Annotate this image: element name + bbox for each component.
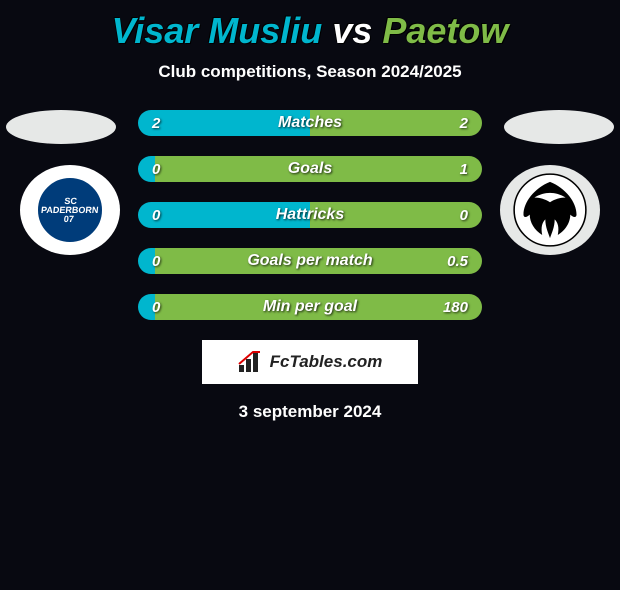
stat-value-right: 0.5	[447, 253, 468, 270]
stat-label: Hattricks	[138, 206, 482, 224]
player2-photo-placeholder	[504, 110, 614, 144]
player1-name: Visar Musliu	[112, 10, 323, 51]
stat-value-right: 180	[443, 299, 468, 316]
stat-label: Goals per match	[138, 252, 482, 270]
date-text: 3 september 2024	[0, 402, 620, 422]
stat-label: Matches	[138, 114, 482, 132]
subtitle: Club competitions, Season 2024/2025	[0, 62, 620, 82]
stat-value-right: 1	[460, 161, 468, 178]
stats-rows: SCPADERBORN07 2Matches20Goals10Hattricks…	[0, 110, 620, 320]
stat-row: 0Min per goal180	[138, 294, 482, 320]
stat-value-left: 0	[152, 253, 160, 270]
stat-value-right: 2	[460, 115, 468, 132]
brand-bars-icon	[238, 351, 264, 373]
stat-value-right: 0	[460, 207, 468, 224]
club-badge-left: SCPADERBORN07	[20, 165, 120, 255]
paderborn-badge-text: SCPADERBORN07	[40, 197, 100, 224]
stat-value-left: 2	[152, 115, 160, 132]
paderborn-badge-icon: SCPADERBORN07	[35, 175, 105, 245]
comparison-title: Visar Musliu vs Paetow	[0, 10, 620, 52]
brand-text: FcTables.com	[270, 352, 383, 372]
stat-value-left: 0	[152, 207, 160, 224]
stat-row: 0Goals per match0.5	[138, 248, 482, 274]
stat-row: 2Matches2	[138, 110, 482, 136]
stat-row: 0Goals1	[138, 156, 482, 182]
stat-value-left: 0	[152, 299, 160, 316]
vs-text: vs	[332, 10, 372, 51]
player1-photo-placeholder	[6, 110, 116, 144]
player2-name: Paetow	[382, 10, 508, 51]
club-badge-right	[500, 165, 600, 255]
brand-box[interactable]: FcTables.com	[202, 340, 418, 384]
eagle-badge-icon	[510, 170, 590, 250]
stat-label: Goals	[138, 160, 482, 178]
stat-row: 0Hattricks0	[138, 202, 482, 228]
stat-label: Min per goal	[138, 298, 482, 316]
stat-value-left: 0	[152, 161, 160, 178]
